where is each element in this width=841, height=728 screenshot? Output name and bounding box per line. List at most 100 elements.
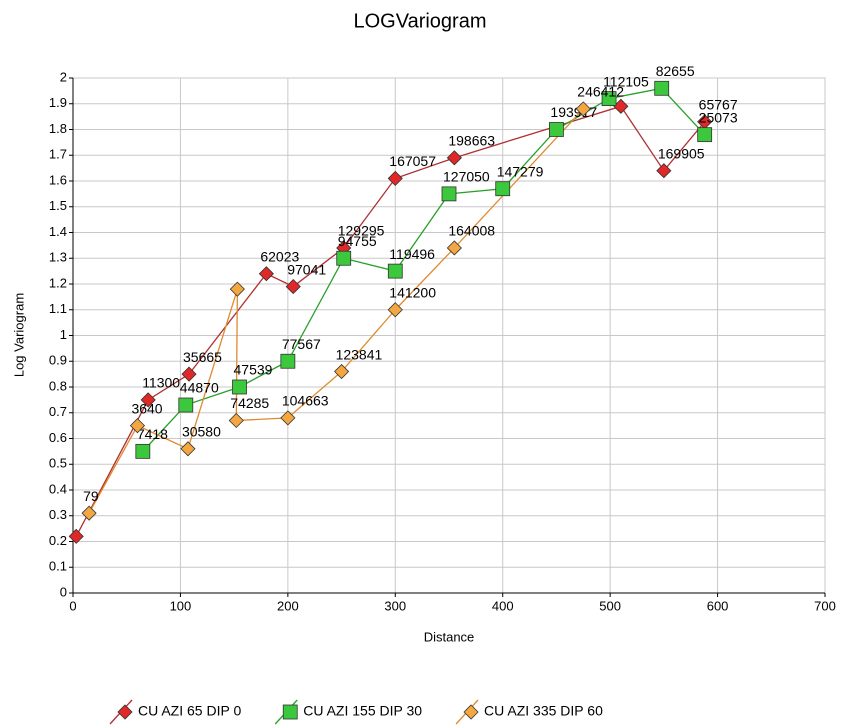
marker [387, 263, 403, 279]
y-tick-label: 1 [60, 327, 67, 342]
x-axis-label: Distance [424, 629, 475, 644]
point-label: 94755 [338, 233, 377, 249]
y-tick-label: 0.2 [49, 533, 67, 548]
point-label: 47539 [234, 362, 273, 378]
marker [140, 392, 156, 408]
point-label: 147279 [497, 163, 544, 179]
marker [180, 441, 196, 457]
marker [601, 91, 617, 106]
marker [178, 397, 194, 413]
legend-label: CU AZI 155 DIP 30 [303, 703, 422, 719]
marker [336, 250, 352, 266]
marker [135, 443, 151, 459]
point-label: 169905 [658, 145, 705, 161]
y-tick-label: 0.4 [49, 481, 67, 496]
point-label: 65767 [699, 96, 738, 112]
x-tick-label: 600 [707, 598, 729, 613]
point-label: 44870 [180, 380, 219, 396]
marker [575, 101, 591, 117]
x-tick-label: 300 [384, 598, 406, 613]
marker [232, 379, 247, 395]
y-tick-label: 1.2 [49, 275, 67, 290]
y-tick-label: 1.7 [49, 147, 67, 162]
point-label: 246412 [577, 84, 624, 100]
marker [129, 418, 146, 434]
y-tick-label: 0.7 [49, 404, 67, 419]
marker [654, 80, 670, 96]
y-tick-label: 0.1 [49, 559, 67, 574]
x-tick-label: 400 [492, 598, 514, 613]
y-tick-label: 0.3 [49, 507, 67, 522]
marker [387, 302, 403, 318]
marker [280, 353, 296, 369]
x-tick-label: 100 [170, 598, 192, 613]
point-label: 11300 [142, 375, 180, 391]
marker [282, 704, 298, 720]
marker [495, 181, 511, 197]
point-label: 123841 [336, 346, 383, 362]
point-label: 79 [83, 488, 99, 504]
marker [68, 528, 84, 544]
point-label: 141200 [389, 284, 436, 300]
legend-label: CU AZI 335 DIP 60 [484, 703, 603, 719]
y-tick-label: 0.8 [49, 378, 67, 393]
chart-title: LOGVariogram [353, 10, 486, 32]
y-tick-label: 0.6 [49, 430, 67, 445]
marker [441, 186, 457, 202]
marker [228, 412, 244, 429]
marker [549, 122, 564, 137]
point-label: 97041 [287, 261, 326, 277]
x-tick-label: 200 [277, 598, 299, 613]
point-label: 7418 [137, 426, 168, 442]
marker [181, 366, 197, 382]
point-label: 62023 [260, 248, 299, 264]
point-label: 30580 [182, 424, 221, 440]
y-tick-label: 1.6 [49, 172, 67, 187]
point-label: 129295 [338, 223, 385, 239]
marker [280, 410, 296, 426]
x-tick-label: 0 [69, 598, 76, 613]
point-label: 104663 [282, 393, 329, 409]
series-line [88, 108, 584, 514]
y-tick-label: 2 [60, 69, 67, 84]
marker [117, 704, 133, 720]
point-label: 198663 [448, 133, 495, 149]
point-label: 193917 [550, 104, 597, 120]
y-tick-label: 1.1 [49, 301, 67, 316]
marker [229, 281, 245, 297]
marker [656, 163, 672, 179]
y-tick-label: 0.9 [49, 353, 67, 368]
point-label: 167057 [389, 153, 436, 169]
point-label: 164008 [448, 223, 495, 239]
legend-label: CU AZI 65 DIP 0 [138, 703, 241, 719]
y-tick-label: 0.5 [49, 456, 67, 471]
marker [81, 505, 97, 521]
marker [446, 150, 462, 166]
point-label: 112105 [603, 73, 649, 89]
marker [285, 279, 301, 295]
y-tick-label: 0 [60, 584, 67, 599]
marker [258, 266, 274, 282]
x-tick-label: 500 [599, 598, 621, 613]
point-label: 82655 [656, 63, 695, 79]
point-label: 25073 [699, 109, 738, 125]
y-axis-label: Log Variogram [11, 293, 26, 377]
y-tick-label: 1.3 [49, 250, 67, 265]
series-line [142, 87, 706, 452]
marker [697, 127, 713, 143]
marker [334, 363, 350, 380]
y-tick-label: 1.4 [49, 224, 67, 239]
point-label: 77567 [282, 336, 321, 352]
point-label: 119496 [389, 246, 435, 262]
point-label: 74285 [230, 395, 269, 411]
marker [446, 240, 462, 256]
y-tick-label: 1.9 [49, 95, 67, 110]
point-label: 127050 [443, 169, 490, 185]
marker [463, 704, 479, 720]
point-label: 35665 [183, 349, 222, 365]
y-tick-label: 1.8 [49, 121, 67, 136]
x-tick-label: 700 [814, 598, 836, 613]
y-tick-label: 1.5 [49, 198, 67, 213]
